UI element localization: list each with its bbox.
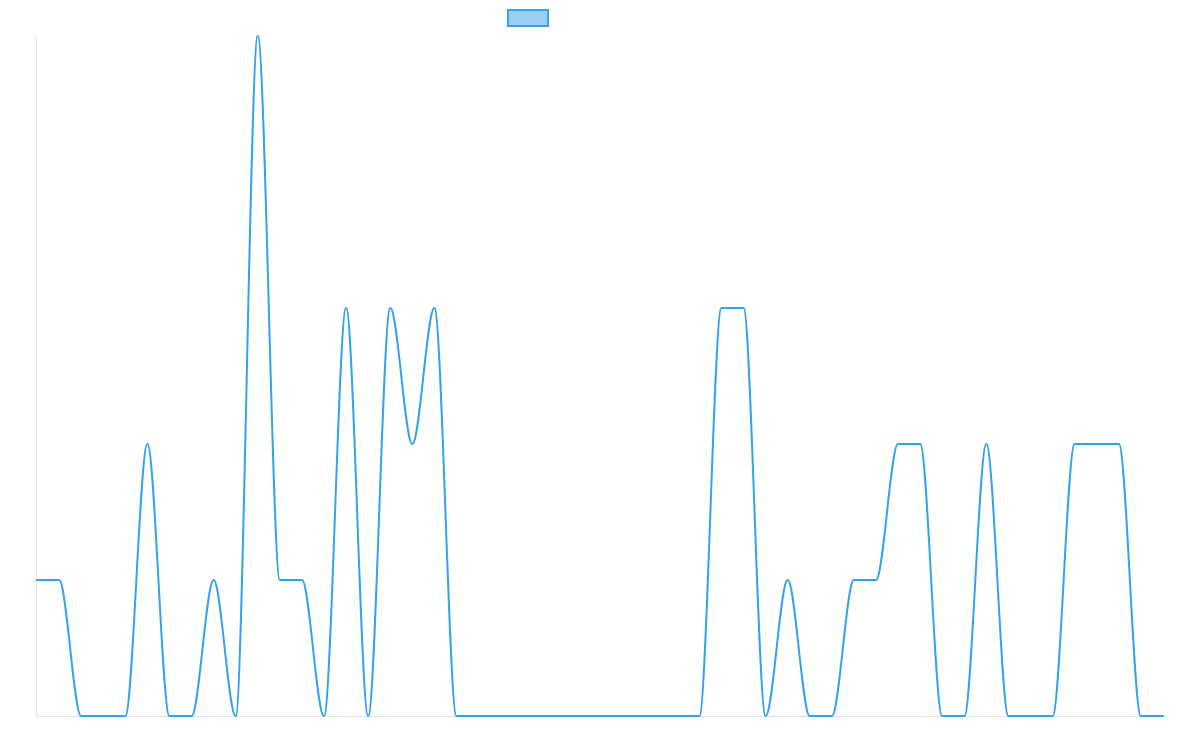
- data-point[interactable]: [1138, 713, 1144, 719]
- data-point[interactable]: [255, 33, 261, 39]
- data-point[interactable]: [696, 713, 702, 719]
- data-point[interactable]: [1028, 713, 1034, 719]
- data-point[interactable]: [718, 305, 724, 311]
- data-point[interactable]: [939, 713, 945, 719]
- data-point[interactable]: [233, 713, 239, 719]
- data-point[interactable]: [763, 713, 769, 719]
- data-point[interactable]: [1160, 713, 1166, 719]
- data-point[interactable]: [34, 577, 40, 583]
- legend[interactable]: [507, 9, 549, 27]
- data-point[interactable]: [608, 713, 614, 719]
- data-point[interactable]: [476, 713, 482, 719]
- data-point[interactable]: [652, 713, 658, 719]
- data-points: [34, 33, 1166, 719]
- data-point[interactable]: [983, 441, 989, 447]
- data-point[interactable]: [1094, 441, 1100, 447]
- data-point[interactable]: [78, 713, 84, 719]
- data-point[interactable]: [1005, 713, 1011, 719]
- data-point[interactable]: [299, 577, 305, 583]
- data-point[interactable]: [674, 713, 680, 719]
- data-point[interactable]: [189, 713, 195, 719]
- data-point[interactable]: [1116, 441, 1122, 447]
- data-point[interactable]: [453, 713, 459, 719]
- data-point[interactable]: [144, 441, 150, 447]
- data-point[interactable]: [387, 305, 393, 311]
- data-point[interactable]: [741, 305, 747, 311]
- data-point[interactable]: [961, 713, 967, 719]
- data-point[interactable]: [1050, 713, 1056, 719]
- data-point[interactable]: [785, 577, 791, 583]
- data-point[interactable]: [56, 577, 62, 583]
- plot-area: [34, 33, 1166, 719]
- data-point[interactable]: [807, 713, 813, 719]
- legend-swatch[interactable]: [507, 9, 549, 27]
- data-point[interactable]: [542, 713, 548, 719]
- data-point[interactable]: [122, 713, 128, 719]
- series-layer: [36, 35, 1164, 717]
- data-point[interactable]: [365, 713, 371, 719]
- data-point[interactable]: [520, 713, 526, 719]
- data-point[interactable]: [873, 577, 879, 583]
- data-point[interactable]: [431, 305, 437, 311]
- data-point[interactable]: [851, 577, 857, 583]
- data-point[interactable]: [1072, 441, 1078, 447]
- data-point[interactable]: [564, 713, 570, 719]
- data-point[interactable]: [586, 713, 592, 719]
- data-point[interactable]: [166, 713, 172, 719]
- data-point[interactable]: [277, 577, 283, 583]
- data-point[interactable]: [917, 441, 923, 447]
- series-line-1: [36, 35, 1164, 717]
- data-point[interactable]: [829, 713, 835, 719]
- data-point[interactable]: [321, 713, 327, 719]
- data-point[interactable]: [498, 713, 504, 719]
- data-point[interactable]: [100, 713, 106, 719]
- data-point[interactable]: [211, 577, 217, 583]
- data-point[interactable]: [409, 441, 415, 447]
- data-point[interactable]: [343, 305, 349, 311]
- data-point[interactable]: [895, 441, 901, 447]
- data-point[interactable]: [630, 713, 636, 719]
